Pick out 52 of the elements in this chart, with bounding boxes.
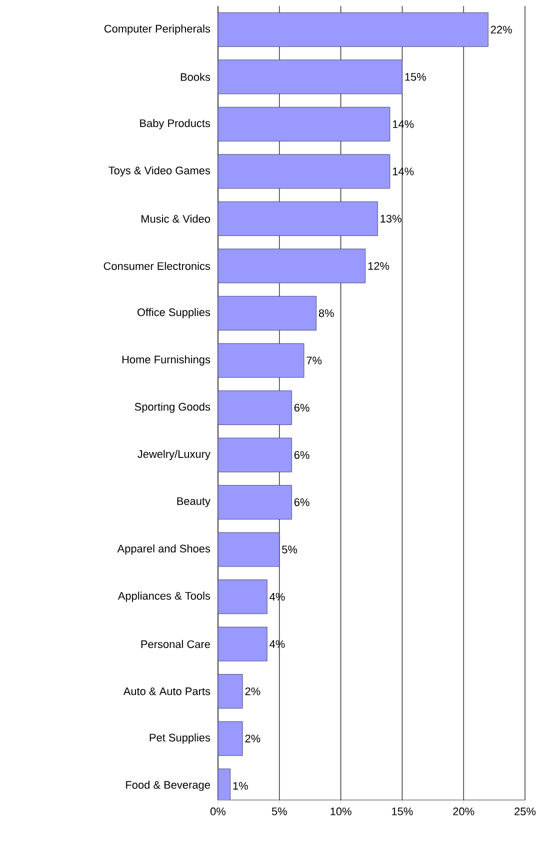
data-label: 6%	[294, 451, 310, 459]
data-label: 12%	[368, 262, 390, 270]
bar	[218, 154, 390, 189]
data-label: 7%	[306, 356, 322, 364]
data-label: 2%	[245, 734, 260, 742]
x-tick-label: 5%	[272, 808, 287, 816]
bar	[218, 485, 292, 520]
y-tick-label: Consumer Electronics	[104, 262, 210, 270]
y-tick-label: Sporting Goods	[134, 402, 210, 413]
bar	[218, 248, 366, 284]
x-tick-label: 25%	[514, 808, 536, 816]
y-tick-label: Personal Care	[141, 640, 210, 648]
data-label: 6%	[294, 404, 310, 412]
data-label: 22%	[490, 26, 512, 34]
y-tick-label: Auto & Auto Parts	[123, 687, 210, 696]
bar	[218, 626, 268, 662]
data-label: 8%	[318, 309, 334, 318]
y-tick-label: Food & Beverage	[126, 780, 210, 791]
data-label: 2%	[245, 687, 260, 696]
y-tick-label: Books	[180, 72, 210, 81]
y-tick-label: Office Supplies	[137, 308, 210, 318]
x-tick-label: 20%	[453, 808, 474, 816]
y-tick-label: Baby Products	[140, 119, 210, 130]
data-label: 6%	[294, 498, 310, 506]
y-tick-label: Toys & Video Games	[108, 166, 210, 177]
bar	[218, 532, 280, 567]
bar	[218, 580, 268, 614]
y-tick-label: Pet Supplies	[150, 733, 210, 744]
y-tick-label: Jewelry/Luxury	[138, 450, 210, 460]
bar	[218, 60, 402, 94]
data-label: 13%	[380, 214, 402, 223]
y-tick-label: Apparel and Shoes	[117, 544, 210, 555]
bar	[218, 390, 292, 425]
bar	[218, 106, 390, 142]
y-tick-label: Appliances & Tools	[118, 592, 210, 602]
bar	[218, 438, 292, 472]
y-tick-label: Computer Peripherals	[104, 24, 210, 35]
bar	[218, 343, 304, 378]
data-label: 1%	[233, 782, 248, 790]
x-tick-label: 0%	[210, 808, 226, 816]
x-tick-label: 10%	[330, 808, 352, 816]
y-tick-label: Beauty	[177, 497, 210, 508]
x-tick-label: 15%	[392, 808, 413, 816]
y-tick-label: Music & Video	[142, 214, 210, 223]
bar	[218, 12, 488, 47]
bar	[218, 296, 316, 330]
y-tick-label: Home Furnishings	[122, 355, 210, 366]
data-label: 5%	[282, 546, 298, 554]
bar	[218, 721, 243, 756]
bar	[218, 201, 378, 236]
bar	[218, 674, 243, 709]
data-label: 15%	[405, 73, 426, 81]
